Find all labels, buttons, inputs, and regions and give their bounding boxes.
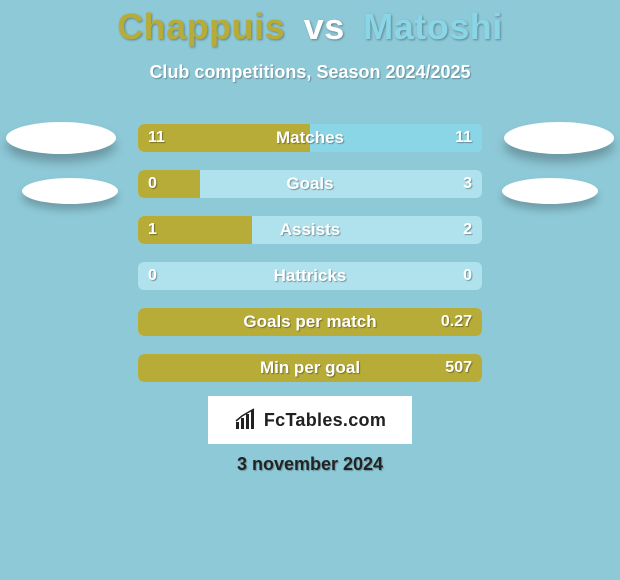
stat-value-right: 0.27 (441, 308, 472, 336)
stat-value-left: 0 (148, 262, 157, 290)
stat-value-right: 0 (463, 262, 472, 290)
player1-photo-placeholder (6, 122, 116, 154)
stat-fill-left (138, 354, 482, 382)
logo-badge: FcTables.com (208, 396, 412, 444)
vs-text: vs (304, 6, 345, 47)
stat-row: Goals per match0.27 (138, 308, 482, 336)
stat-row: Assists12 (138, 216, 482, 244)
stat-value-right: 507 (445, 354, 472, 382)
stat-bars: Matches1111Goals03Assists12Hattricks00Go… (138, 124, 482, 400)
logo-text: FcTables.com (264, 410, 386, 431)
stat-value-right: 2 (463, 216, 472, 244)
player1-name: Chappuis (117, 6, 285, 47)
player1-shadow-placeholder (22, 178, 118, 204)
player2-photo-placeholder (504, 122, 614, 154)
stat-row: Matches1111 (138, 124, 482, 152)
stat-row: Goals03 (138, 170, 482, 198)
stat-label: Hattricks (138, 262, 482, 290)
subtitle: Club competitions, Season 2024/2025 (0, 62, 620, 83)
stat-row: Hattricks0 0 (138, 262, 482, 290)
stat-fill-left (138, 308, 482, 336)
date-text: 3 november 2024 (0, 454, 620, 475)
chart-icon (234, 408, 258, 432)
stat-value-left: 1 (148, 216, 157, 244)
player2-shadow-placeholder (502, 178, 598, 204)
stat-value-right: 3 (463, 170, 472, 198)
stat-row: Min per goal507 (138, 354, 482, 382)
stat-value-left: 11 (148, 124, 165, 152)
stat-value-left: 0 (148, 170, 157, 198)
comparison-title: Chappuis vs Matoshi (0, 0, 620, 48)
player2-name: Matoshi (363, 6, 503, 47)
stat-value-right: 11 (455, 124, 472, 152)
